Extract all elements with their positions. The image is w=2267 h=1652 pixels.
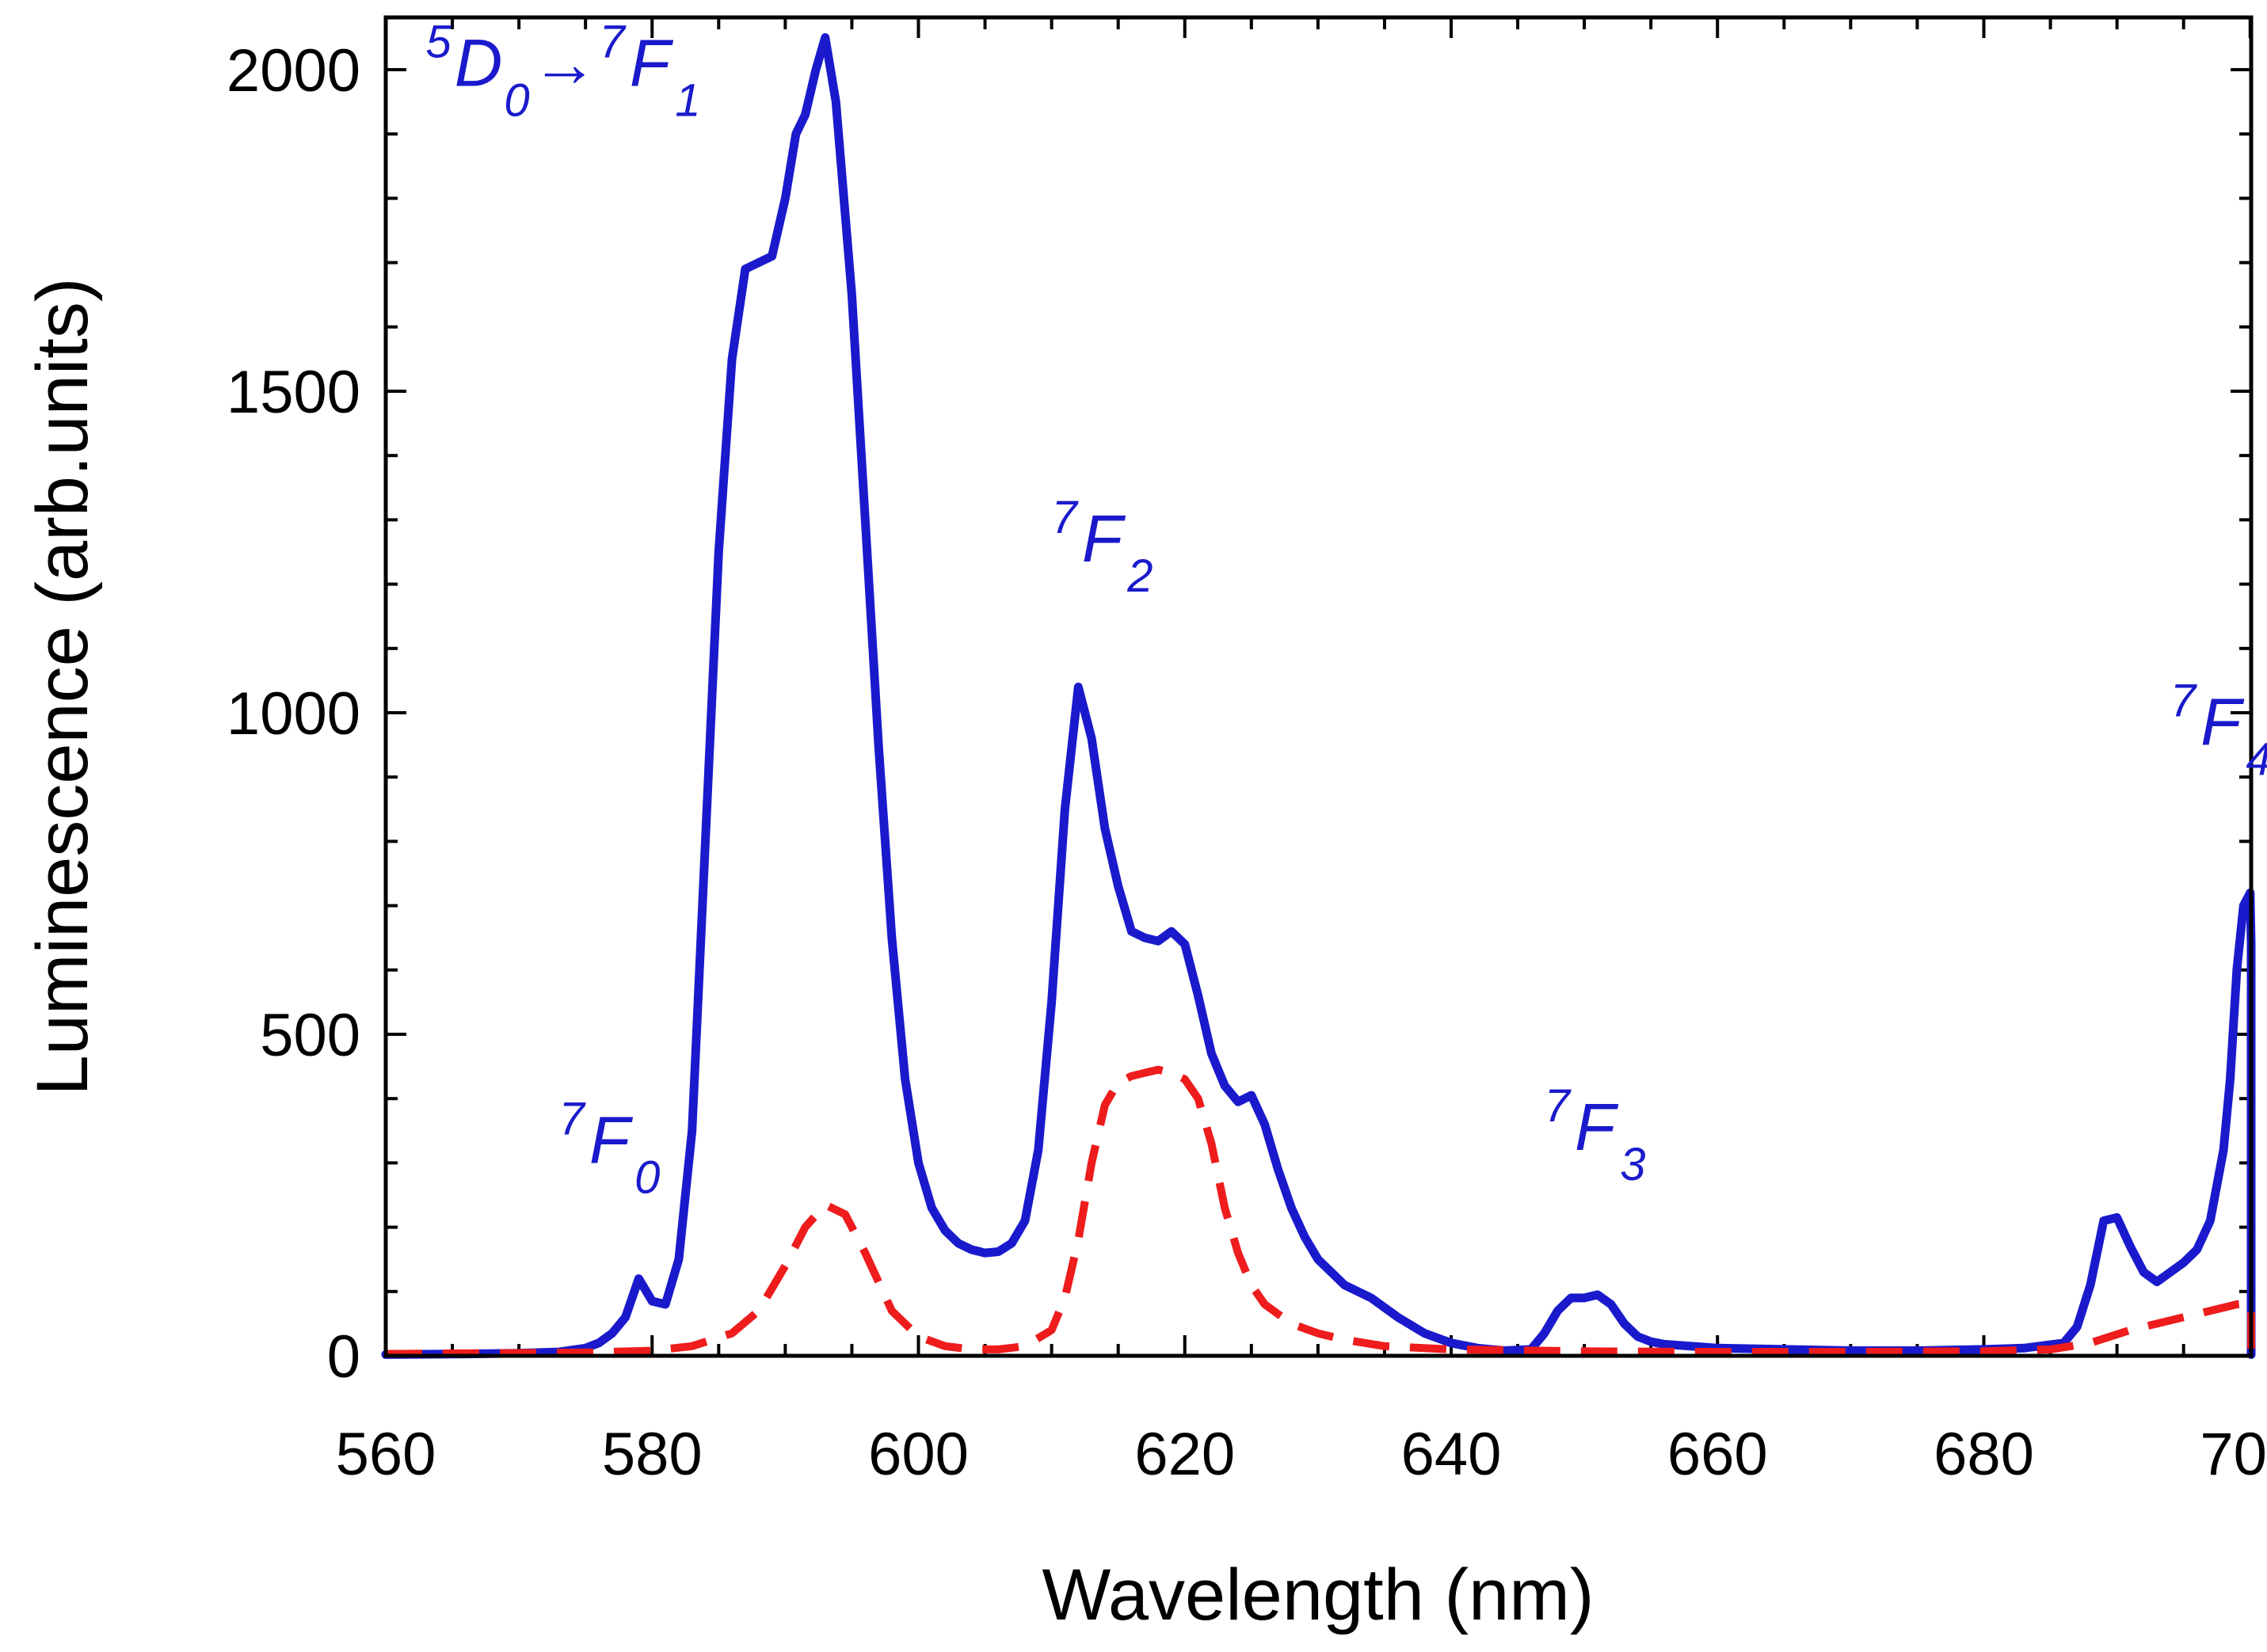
y-tick-label: 1000 [227, 680, 360, 748]
x-tick-label: 580 [602, 1421, 703, 1488]
annotation-part: 5 [425, 16, 451, 67]
annotation-part: F [1082, 501, 1126, 576]
annotation-part: → [532, 25, 598, 100]
y-axis-title: Luminescence (arb.units) [22, 278, 103, 1096]
annotation-part: F [2200, 685, 2245, 759]
annotation-f3: 7F3 [1545, 1080, 1646, 1190]
annotation-part: 7 [1052, 492, 1080, 543]
annotation-part: F [589, 1102, 634, 1177]
annotation-part: 7 [1545, 1080, 1572, 1132]
y-axis-ticks: 0 500 1000 1500 2000 [227, 37, 2251, 1391]
spectrum-series [381, 32, 2256, 1359]
annotation-f0: 7F0 [559, 1093, 661, 1203]
annotation-part: 0 [504, 74, 529, 126]
x-tick-label: 560 [336, 1421, 436, 1488]
annotation-part: F [630, 25, 674, 100]
x-tick-label: 680 [1934, 1421, 2034, 1488]
annotation-f2: 7F2 [1052, 492, 1153, 602]
x-tick-label: 660 [1667, 1421, 1768, 1488]
annotation-f1: 5D0→7F1 [425, 16, 700, 126]
plot-frame [383, 15, 2254, 1358]
annotation-part: 0 [634, 1151, 660, 1203]
x-tick-label: 620 [1134, 1421, 1235, 1488]
y-tick-label: 0 [327, 1323, 360, 1391]
annotation-part: F [1575, 1090, 1619, 1164]
annotation-part: 2 [1126, 550, 1153, 602]
y-tick-label: 2000 [227, 37, 360, 105]
x-axis-title: Wavelength (nm) [1042, 1555, 1594, 1635]
y-tick-label: 1500 [227, 359, 360, 426]
annotation-part: 7 [2170, 676, 2198, 727]
x-tick-label: 640 [1401, 1421, 1502, 1488]
x-tick-label: 700 [2200, 1421, 2267, 1488]
series-line-solid [381, 32, 2256, 1359]
annotation-part: D [455, 25, 503, 100]
annotation-f4: 7F4 [2170, 676, 2267, 786]
x-axis-ticks: 560580600620640660680700720 [336, 17, 2267, 1488]
transition-annotations: 5D0→7F17F07F27F37F4 [425, 16, 2267, 1203]
annotation-part: 3 [1620, 1139, 1645, 1190]
x-tick-label: 600 [868, 1421, 969, 1488]
y-tick-label: 500 [260, 1002, 360, 1069]
annotation-part: 7 [559, 1093, 587, 1144]
annotation-part: 7 [600, 16, 627, 67]
series-line-dashed [385, 1065, 2255, 1358]
annotation-part: 4 [2246, 734, 2267, 786]
annotation-part: 1 [675, 74, 700, 126]
